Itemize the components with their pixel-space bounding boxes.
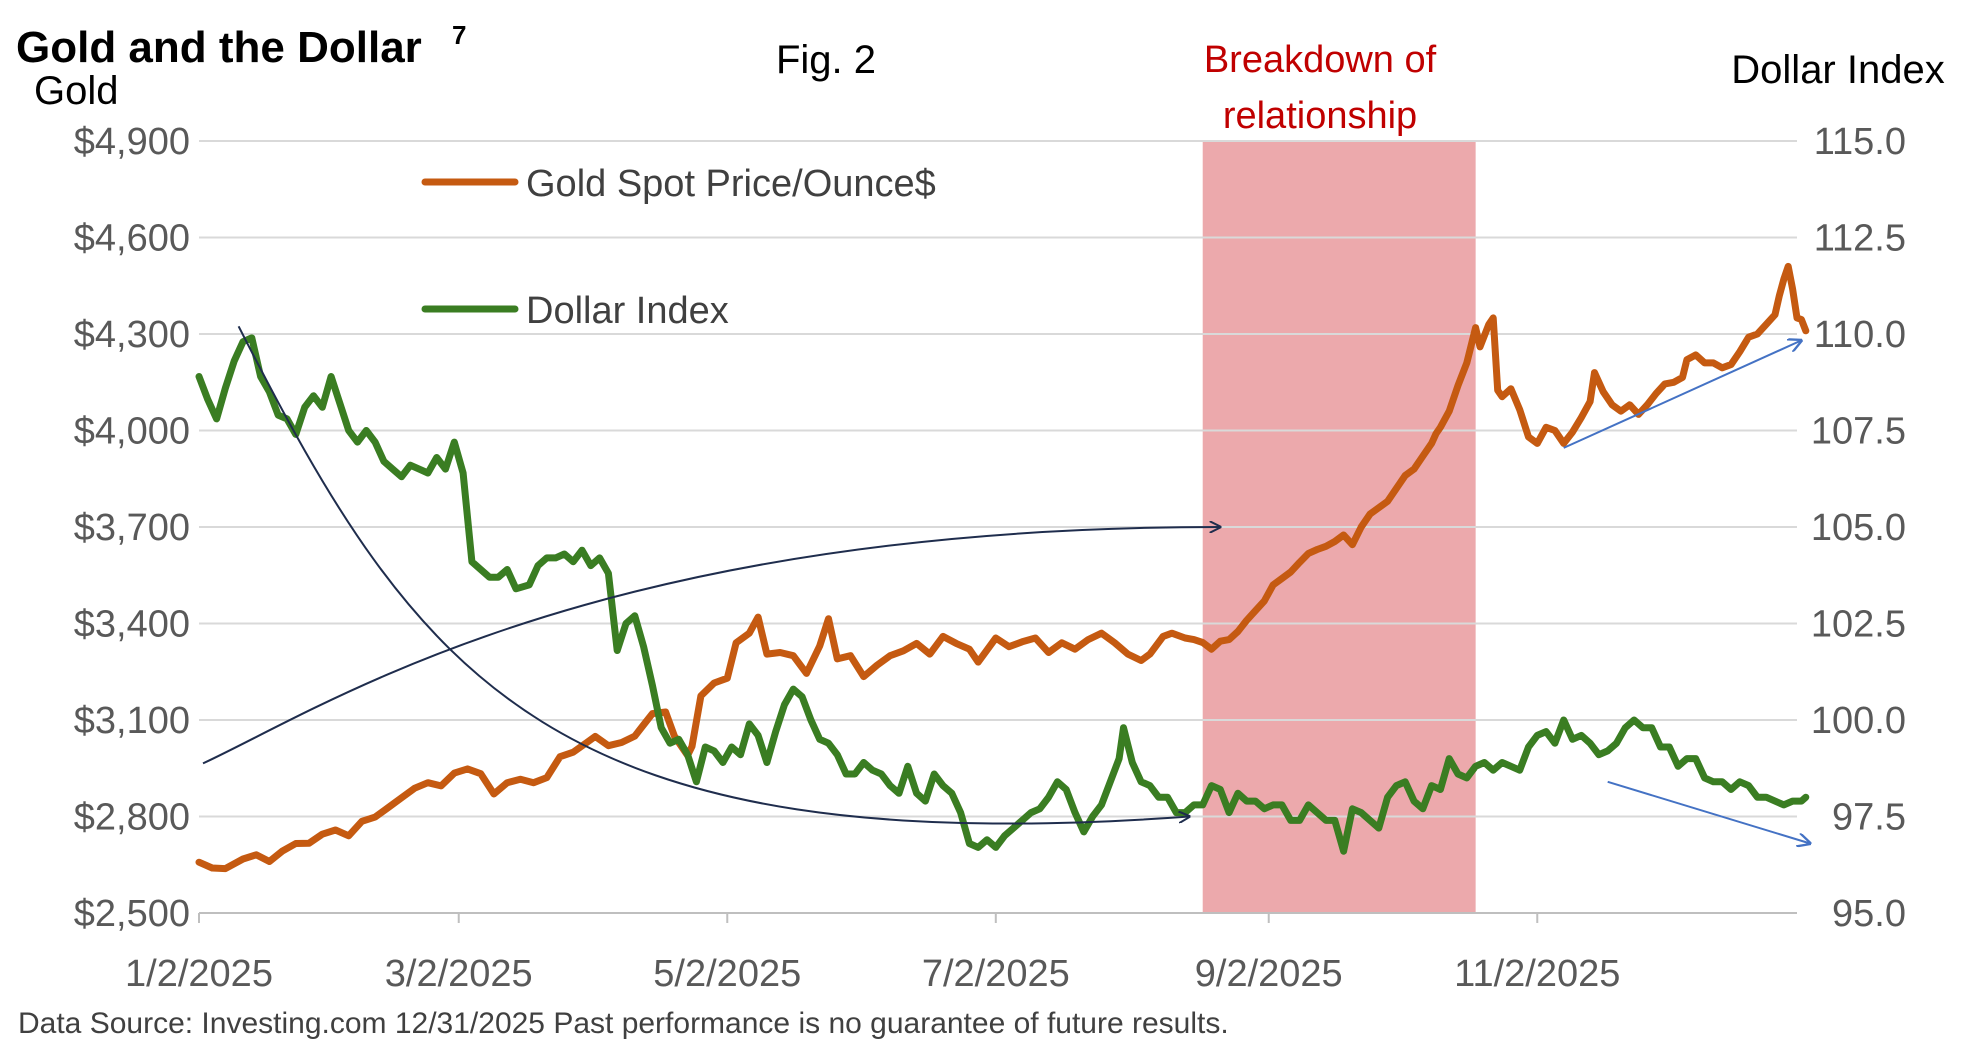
right-tick-label: 107.5 [1811,411,1906,453]
left-tick-label: $2,500 [74,893,190,935]
chart-title: Gold and the Dollar [16,23,422,72]
right-tick-label: 97.5 [1832,797,1906,839]
breakdown-label-line2: relationship [1223,95,1417,137]
legend-label-gold: Gold Spot Price/Ounce$ [526,163,936,205]
annotation-layer [202,325,1811,844]
left-tick-label: $3,100 [74,700,190,742]
right-tick-label: 112.5 [1814,218,1906,260]
x-tick-label: 3/2/2025 [385,953,533,995]
right-tick-label: 100.0 [1811,700,1906,742]
x-tick-label: 1/2/2025 [125,953,273,995]
right-tick-label: 115.0 [1814,121,1906,163]
left-tick-label: $2,800 [74,797,190,839]
right-axis-title: Dollar Index [1731,48,1944,92]
right-tick-label: 105.0 [1811,507,1906,549]
right-tick-label: 102.5 [1811,604,1906,646]
left-tick-label: $4,900 [74,121,190,163]
dollar-downtrend-arrow [1607,780,1811,844]
left-axis-ticks: $2,500 $2,800 $3,100 $3,400 $3,700 $4,000 $4,3… [74,121,190,935]
left-tick-label: $4,600 [74,218,190,260]
breakdown-label-line1: Breakdown of [1204,39,1437,81]
left-tick-label: $3,400 [74,604,190,646]
x-tick-label: 5/2/2025 [653,953,801,995]
x-axis: 1/2/2025 3/2/2025 5/2/2025 7/2/2025 9/2/2025… [125,912,1797,995]
gold-trend-arrow [202,527,1220,765]
left-tick-label: $4,300 [74,314,190,356]
legend-label-dollar: Dollar Index [526,290,729,332]
chart-title-superscript: 7 [452,20,466,50]
dollar-trend-arrow [237,325,1190,825]
left-tick-label: $4,000 [74,411,190,453]
right-axis-ticks: 95.0 97.5 100.0 102.5 105.0 107.5 110.0 112.5 11… [1811,121,1906,935]
series-line-gold-spot-price-ounce [195,262,1810,873]
figure-label: Fig. 2 [776,38,876,82]
series-line-dollar-index [195,334,1810,855]
x-tick-label: 9/2/2025 [1195,953,1343,995]
x-tick-label: 7/2/2025 [922,953,1070,995]
right-tick-label: 95.0 [1832,893,1906,935]
source-note: Data Source: Investing.com 12/31/2025 Pa… [18,1007,1229,1040]
series-layer [195,262,1810,873]
right-tick-label: 110.0 [1814,314,1906,356]
gridlines [199,140,1797,818]
left-axis-title: Gold [34,69,119,113]
gold-uptrend-arrow [1563,340,1802,449]
x-tick-label: 11/2/2025 [1454,953,1620,995]
left-tick-label: $3,700 [74,507,190,549]
legend: Gold Spot Price/Ounce$ Dollar Index [421,163,936,332]
